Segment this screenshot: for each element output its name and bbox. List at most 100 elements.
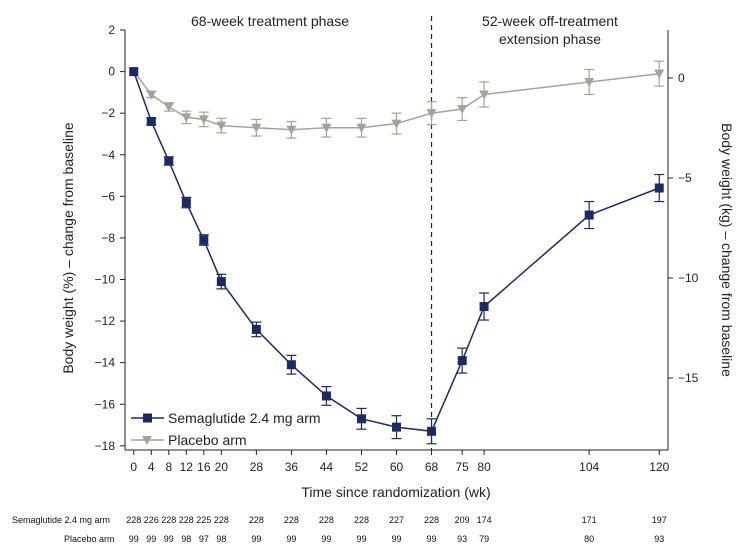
x-tick-label: 52: [355, 460, 369, 474]
at-risk-value: 99: [164, 534, 174, 544]
data-point-square: [321, 391, 331, 401]
x-tick-label: 60: [390, 460, 404, 474]
y-tick-label: −8: [101, 231, 115, 245]
at-risk-value: 99: [129, 534, 139, 544]
x-tick-label: 36: [285, 460, 299, 474]
data-point-square: [216, 277, 226, 287]
at-risk-row-label: Placebo arm: [64, 534, 115, 544]
y-tick-label: 0: [108, 65, 115, 79]
x-tick-label: 120: [649, 460, 669, 474]
y-tick-label: −16: [95, 397, 116, 411]
data-point-triangle: [479, 90, 490, 100]
at-risk-value: 99: [146, 534, 156, 544]
data-point-square: [199, 235, 209, 245]
x-tick-label: 16: [197, 460, 211, 474]
y-tick-label: −6: [101, 189, 115, 203]
data-point-triangle: [146, 90, 157, 100]
data-point-square: [392, 422, 401, 432]
y-tick-label: 2: [108, 23, 115, 37]
at-risk-value: 99: [356, 534, 366, 544]
data-point-triangle: [356, 123, 367, 133]
y-axis-label: Body weight (%) – change from baseline: [60, 122, 76, 374]
at-risk-value: 93: [654, 534, 664, 544]
at-risk-value: 228: [354, 515, 369, 525]
phase-label-treatment: 68-week treatment phase: [191, 13, 349, 29]
data-point-square: [479, 302, 489, 312]
y-tick-label: −12: [95, 314, 116, 328]
x-tick-label: 104: [579, 460, 599, 474]
y2-tick-label: −10: [678, 271, 699, 285]
data-point-triangle: [163, 102, 174, 112]
at-risk-value: 228: [284, 515, 299, 525]
data-point-triangle: [181, 113, 192, 123]
at-risk-value: 228: [319, 515, 334, 525]
at-risk-value: 226: [144, 515, 159, 525]
data-point-square: [427, 426, 437, 436]
legend-label: Placebo arm: [168, 432, 247, 448]
x-tick-label: 4: [148, 460, 155, 474]
y2-tick-label: −5: [678, 171, 692, 185]
data-point-square: [286, 360, 296, 370]
series-line: [133, 71, 660, 433]
y2-tick-label: 0: [678, 71, 685, 85]
x-tick-label: 20: [215, 460, 229, 474]
data-point-square: [181, 198, 191, 208]
phase-label-extension-line2: extension phase: [499, 31, 601, 47]
x-tick-label: 8: [165, 460, 172, 474]
data-point-triangle: [391, 119, 402, 129]
at-risk-value: 97: [199, 534, 209, 544]
y-tick-label: −14: [95, 356, 116, 370]
x-tick-label: 44: [320, 460, 334, 474]
legend-marker-triangle: [142, 436, 152, 445]
data-point-triangle: [216, 121, 227, 131]
at-risk-value: 225: [196, 515, 211, 525]
x-tick-label: 75: [456, 460, 470, 474]
legend-label: Semaglutide 2.4 mg arm: [168, 410, 321, 426]
x-tick-label: 80: [477, 460, 491, 474]
x-axis-label: Time since randomization (wk): [301, 484, 490, 500]
series-0: [129, 67, 665, 445]
data-point-triangle: [198, 115, 209, 125]
x-tick-label: 68: [425, 460, 439, 474]
y-tick-label: −10: [95, 273, 116, 287]
at-risk-value: 228: [249, 515, 264, 525]
at-risk-value: 99: [427, 534, 437, 544]
at-risk-value: 99: [286, 534, 296, 544]
data-point-square: [356, 414, 366, 424]
data-point-triangle: [457, 105, 468, 115]
at-risk-value: 99: [391, 534, 401, 544]
legend-marker-square: [143, 413, 152, 423]
data-point-triangle: [251, 123, 262, 133]
at-risk-row-label: Semaglutide 2.4 mg arm: [12, 515, 110, 525]
data-point-triangle: [286, 125, 297, 135]
series-1: [128, 60, 665, 139]
at-risk-value: 171: [582, 515, 597, 525]
data-point-triangle: [321, 123, 332, 133]
data-point-square: [457, 356, 467, 366]
at-risk-value: 228: [424, 515, 439, 525]
at-risk-value: 99: [251, 534, 261, 544]
x-tick-label: 28: [250, 460, 264, 474]
at-risk-value: 228: [126, 515, 141, 525]
y-tick-label: −4: [101, 148, 115, 162]
at-risk-value: 174: [477, 515, 492, 525]
at-risk-value: 98: [216, 534, 226, 544]
data-point-square: [251, 324, 261, 334]
data-point-square: [584, 210, 594, 220]
at-risk-value: 228: [161, 515, 176, 525]
at-risk-value: 228: [179, 515, 194, 525]
x-tick-label: 12: [180, 460, 194, 474]
y2-axis-label: Body weight (kg) – change from baseline: [719, 123, 735, 377]
at-risk-value: 98: [181, 534, 191, 544]
at-risk-value: 209: [455, 515, 470, 525]
data-point-triangle: [654, 69, 665, 79]
data-point-square: [164, 156, 174, 166]
phase-label-extension-line1: 52-week off-treatment: [482, 13, 618, 29]
y2-tick-label: −15: [678, 371, 699, 385]
at-risk-value: 228: [214, 515, 229, 525]
at-risk-value: 93: [457, 534, 467, 544]
data-point-square: [129, 67, 139, 77]
y-tick-label: −2: [101, 106, 115, 120]
data-point-square: [654, 183, 664, 193]
